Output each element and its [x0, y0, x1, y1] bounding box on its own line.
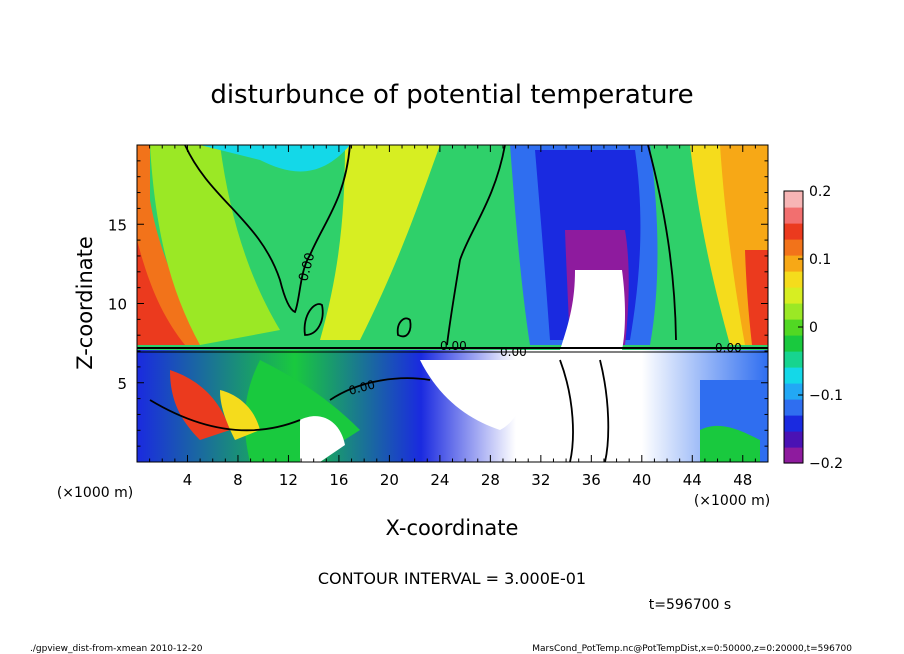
x-tick-label: 4	[183, 471, 193, 489]
contour-interval-text: CONTOUR INTERVAL = 3.000E-01	[318, 569, 586, 588]
colorbar-swatch	[784, 319, 803, 336]
colorbar-swatch	[784, 399, 803, 416]
x-tick-label: 8	[233, 471, 243, 489]
colorbar-ticks: 0.2 0.1 0 −0.1 −0.2	[798, 184, 843, 472]
zero-contour-right	[647, 145, 677, 341]
colorbar-swatch	[784, 431, 803, 448]
colorbar-swatch	[784, 239, 803, 256]
lower-contour-4	[599, 359, 610, 462]
colorbar-swatch	[784, 255, 803, 272]
colorbar-swatch	[784, 335, 803, 352]
colorbar-tick-label: −0.1	[809, 388, 843, 404]
lower-contour-3	[559, 359, 574, 462]
lower-red-patch	[170, 370, 230, 440]
colorbar-swatch	[784, 223, 803, 240]
colorbar-tick-label: −0.2	[809, 456, 843, 472]
y-tick-label: 15	[108, 216, 127, 234]
x-tick-label: 20	[380, 471, 399, 489]
x-unit-label: (×1000 m)	[694, 493, 770, 509]
lower-yellow-patch	[220, 390, 260, 440]
x-tick-label: 44	[683, 471, 702, 489]
colorbar-tick-label: 0.2	[809, 184, 831, 200]
lower-white-patch-center	[420, 360, 524, 430]
y-tick-label: 5	[117, 375, 127, 393]
footer-right: MarsCond_PotTemp.nc@PotTempDist,x=0:5000…	[532, 644, 852, 654]
colorbar-swatch	[784, 271, 803, 288]
x-tick-label: 32	[531, 471, 550, 489]
x-axis-label: X-coordinate	[386, 516, 519, 540]
contour-lines	[149, 145, 677, 462]
x-tick-label: 24	[430, 471, 449, 489]
y-axis: 5 10 15	[108, 160, 768, 447]
yellow-band-left	[150, 145, 280, 345]
x-tick-label: 12	[279, 471, 298, 489]
colorbar-tick-label: 0	[809, 320, 818, 336]
lower-contour-1	[149, 399, 301, 432]
colorbar-swatch	[784, 191, 803, 208]
footer-left: ./gpview_dist-from-xmean 2010-12-20	[30, 644, 203, 654]
chart-title: disturbunce of potential temperature	[210, 80, 693, 110]
contour-label-2: 0.00	[440, 339, 467, 353]
colorbar-swatch	[784, 351, 803, 368]
contour-label-1: 0.00	[347, 377, 376, 397]
y-axis-label: Z-coordinate	[73, 236, 97, 370]
x-tick-label: 28	[481, 471, 500, 489]
small-contour-loop-1	[303, 303, 324, 336]
colorbar-swatch	[784, 303, 803, 320]
colorbar-swatch	[784, 367, 803, 384]
colorbar-swatch	[784, 415, 803, 432]
colorbar	[784, 191, 803, 464]
x-tick-label: 36	[582, 471, 601, 489]
lower-white-patch-left	[300, 416, 345, 462]
contour-label-4: 0.00	[715, 341, 742, 355]
contour-label-0: 0.00	[296, 251, 318, 283]
colorbar-swatch	[784, 287, 803, 304]
small-contour-loop-2	[396, 317, 412, 338]
x-tick-label: 48	[733, 471, 752, 489]
lower-contour-2	[329, 377, 431, 401]
yellow-band-center	[320, 145, 440, 340]
lower-green-patch-right	[700, 425, 760, 462]
x-tick-label: 40	[632, 471, 651, 489]
colorbar-tick-label: 0.1	[809, 252, 831, 268]
colorbar-swatch	[784, 207, 803, 224]
zero-contour-left	[184, 145, 351, 314]
y-unit-label: (×1000 m)	[57, 485, 133, 501]
x-tick-label: 16	[329, 471, 348, 489]
y-tick-label: 10	[108, 296, 127, 314]
colorbar-swatch	[784, 447, 803, 464]
plot-field: 0.00 0.00 0.00 0.00 0.00	[137, 145, 768, 462]
zero-contour-center	[446, 145, 506, 346]
warm-region-right-core	[745, 250, 768, 345]
contour-label-3: 0.00	[500, 345, 527, 359]
colorbar-swatch	[784, 383, 803, 400]
cool-core-white	[560, 270, 625, 350]
x-axis: 4 8 12 16 20 24 28 32 36 40 44 48	[149, 145, 756, 489]
warm-region-left-inner	[137, 240, 185, 345]
time-label: t=596700 s	[649, 597, 731, 613]
